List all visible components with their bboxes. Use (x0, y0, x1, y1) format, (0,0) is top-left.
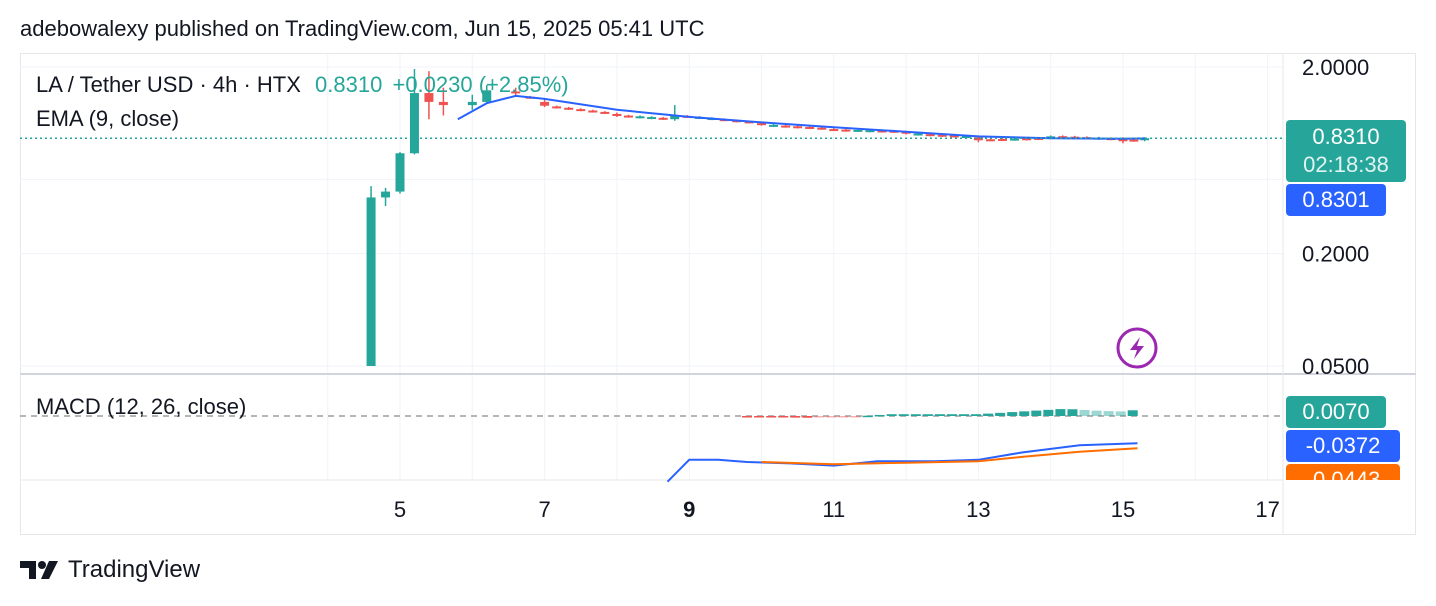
grid-lines (20, 54, 1283, 480)
tradingview-logo[interactable]: TradingView (20, 556, 200, 584)
candle (600, 111, 610, 115)
x-tick-label: 11 (822, 497, 845, 522)
candle (409, 69, 419, 155)
histogram-tag: 0.0070 (1286, 396, 1386, 428)
histogram-bar (946, 414, 957, 416)
signal-tag-clip: -0.0443 (1286, 464, 1400, 480)
candle (623, 114, 633, 118)
histogram-bar (826, 416, 837, 418)
candle (438, 87, 448, 116)
y-tick-label: 0.0500 (1302, 354, 1369, 379)
candle (552, 105, 562, 109)
candle (635, 115, 645, 119)
histogram-bar (1079, 410, 1090, 416)
histogram-bar (874, 414, 885, 417)
bar-countdown: 02:18:38 (1303, 152, 1389, 177)
last-price-tag: 0.8310 02:18:38 (1286, 120, 1406, 182)
histogram-bar (898, 414, 909, 416)
histogram-bar (1019, 411, 1030, 416)
histogram-bar (802, 416, 813, 418)
histogram-bar (1043, 409, 1054, 416)
x-tick-label: 5 (394, 497, 406, 522)
y-tick-label: 0.2000 (1302, 242, 1369, 267)
candle (647, 116, 657, 120)
histogram-bar (958, 414, 969, 416)
histogram-bar (922, 414, 933, 416)
histogram-bar (778, 416, 789, 418)
pane-dividers (20, 54, 1416, 535)
candle (564, 106, 574, 110)
x-tick-label: 13 (966, 497, 990, 522)
candle (366, 186, 376, 366)
signal-line (761, 447, 1138, 466)
candle (511, 87, 521, 96)
histogram-bar (1127, 410, 1138, 416)
macd-histogram (742, 409, 1138, 418)
price-axis: 2.0000 0.2000 0.0500 (1302, 55, 1369, 379)
histogram-bar (1115, 411, 1126, 416)
histogram-bar (983, 413, 994, 416)
last-price-value: 0.8310 (315, 72, 383, 97)
x-tick-label: 17 (1255, 497, 1279, 522)
histogram-bar (838, 416, 849, 418)
histogram-bar (790, 416, 801, 418)
histogram-bar (886, 414, 897, 416)
symbol-legend[interactable]: LA / Tether USD · 4h · HTX 0.8310 +0.023… (36, 72, 569, 98)
histogram-bar (1055, 409, 1066, 416)
x-tick-label: 15 (1111, 497, 1135, 522)
ema-legend[interactable]: EMA (9, close) (36, 106, 180, 131)
candle (985, 138, 995, 142)
candle (998, 138, 1007, 142)
candle (670, 105, 680, 121)
candle (841, 128, 851, 132)
published-caption: adebowalexy published on TradingView.com… (20, 16, 705, 41)
candle (588, 109, 598, 113)
candle (769, 124, 779, 127)
candle (395, 152, 405, 194)
histogram-bar (995, 412, 1006, 416)
signal-tag: -0.0443 (1286, 464, 1400, 480)
histogram-bar (971, 414, 982, 416)
time-axis: 5 7 9 11 13 15 17 (394, 497, 1280, 522)
histogram-bar (862, 415, 873, 418)
symbol-title: LA / Tether USD · 4h · HTX (36, 72, 301, 97)
flash-icon[interactable] (1116, 327, 1158, 369)
candle (381, 187, 391, 206)
histogram-bar (1007, 412, 1018, 416)
histogram-bar (934, 414, 945, 416)
histogram-bar (742, 416, 753, 418)
candle (658, 117, 668, 120)
candle (482, 85, 492, 104)
candle (612, 112, 622, 117)
tradingview-logo-text: TradingView (68, 556, 201, 583)
histogram-bar (1067, 409, 1078, 416)
x-tick-label: 9 (683, 497, 695, 522)
tradingview-logo-icon (20, 561, 58, 579)
candle (793, 125, 803, 129)
macd-legend[interactable]: MACD (12, 26, close) (36, 394, 247, 419)
histogram-bar (814, 416, 825, 418)
ema-line (457, 94, 1145, 140)
x-tick-label: 7 (538, 497, 550, 522)
histogram-bar (850, 416, 861, 418)
histogram-bar (754, 416, 765, 418)
histogram-bar (766, 416, 777, 418)
ema-price-tag: 0.8301 (1286, 184, 1386, 216)
histogram-bar (910, 414, 921, 416)
price-change: +0.0230 (+2.85%) (392, 72, 569, 97)
candle (424, 71, 434, 120)
candle (467, 94, 477, 110)
chart-frame (20, 53, 1416, 535)
macd-tag: -0.0372 (1286, 430, 1400, 462)
y-tick-label: 2.0000 (1302, 55, 1369, 80)
candle (781, 124, 791, 128)
histogram-bar (1091, 410, 1102, 416)
last-price-tag-value: 0.8310 (1312, 124, 1380, 149)
histogram-bar (1031, 410, 1042, 416)
histogram-bar (1103, 411, 1114, 416)
candlestick-series (366, 69, 1150, 366)
candle (540, 99, 550, 108)
candle (576, 108, 586, 112)
